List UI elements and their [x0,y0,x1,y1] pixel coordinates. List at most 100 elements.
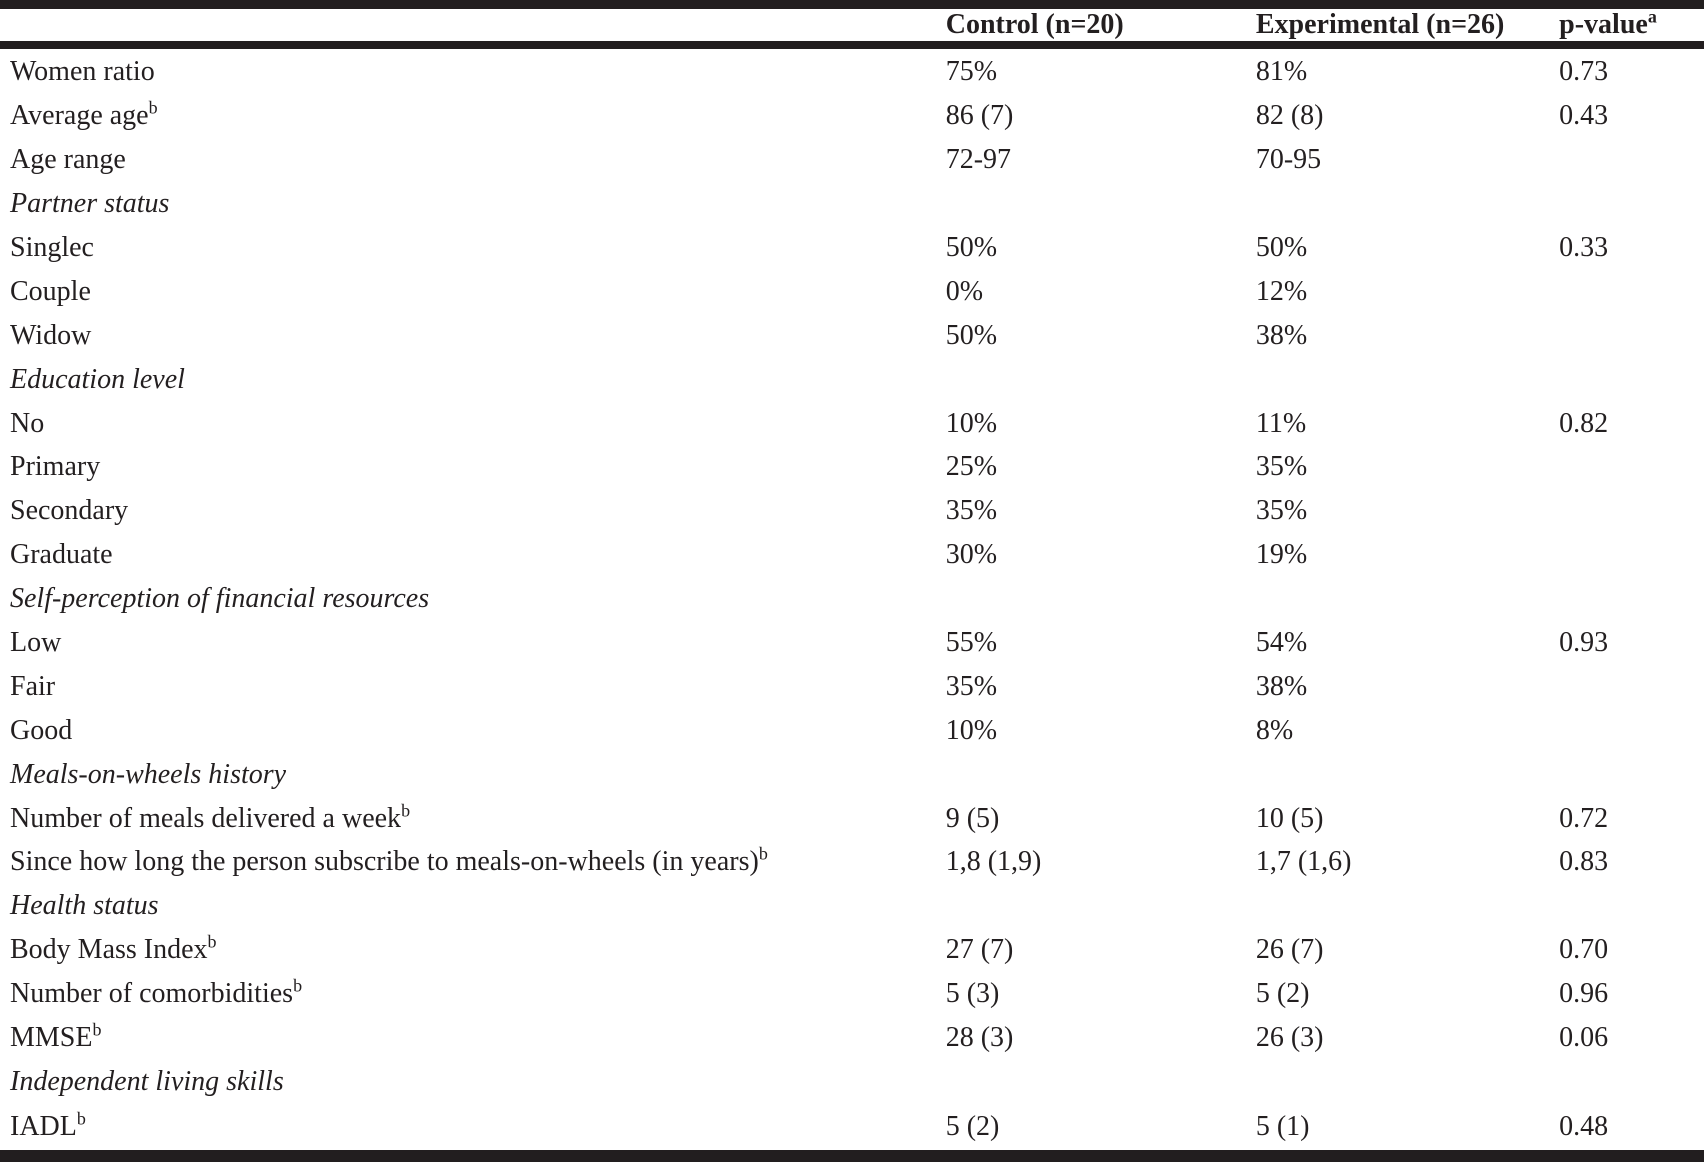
p-value: 0.06 [1559,1022,1609,1054]
control-value [946,577,1256,621]
control-value: 10% [945,714,998,746]
row-label: No [10,407,45,439]
table-row: Number of comorbiditiesb 5 (3) 5 (2) 0.96 [0,972,1704,1016]
control-value: 50% [945,319,998,351]
row-label: Widow [10,319,92,351]
table-row: Body Mass Indexb 27 (7) 26 (7) 0.70 [0,928,1704,972]
experimental-value: 26 (3) [1255,1022,1324,1054]
row-label: Meals-on-wheels history [10,758,287,790]
control-value [946,753,1256,797]
header-empty-cell [0,5,946,46]
footnote-marker-b: b [293,975,303,996]
experimental-value: 70-95 [1255,144,1322,176]
row-label: Good [10,714,73,746]
p-value [1559,270,1704,314]
experimental-value: 11% [1255,407,1307,439]
row-label: Independent living skills [10,1065,284,1097]
table-row: Number of meals delivered a weekb 9 (5) 10… [0,797,1704,841]
control-value [946,1060,1256,1104]
experimental-value: 35% [1255,451,1308,483]
row-label: IADLb [10,1108,86,1142]
section-row: Health status [0,884,1704,928]
control-value: 10% [945,407,998,439]
footnote-marker-b: b [76,1108,86,1129]
p-value [1559,884,1704,928]
p-value [1559,1060,1704,1104]
footnote-marker-b: b [758,844,768,865]
control-value: 35% [945,495,998,527]
p-value: 0.83 [1559,846,1609,878]
table-row: No 10% 11% 0.82 [0,402,1704,446]
experimental-value: 1,7 (1,6) [1255,846,1352,878]
footnote-marker-b: b [207,931,217,952]
row-label: Primary [10,451,101,483]
table-row: Fair 35% 38% [0,665,1704,709]
experimental-value [1256,577,1559,621]
table-row: Graduate 30% 19% [0,533,1704,577]
row-label: MMSEb [10,1019,102,1054]
p-value: 0.43 [1559,100,1609,132]
row-label: Self-perception of financial resources [10,583,430,615]
p-value [1559,533,1704,577]
row-label: Graduate [10,539,113,571]
experimental-value [1256,182,1559,226]
row-label: Age range [10,144,126,176]
control-value: 75% [945,55,998,87]
control-value: 0% [945,275,984,307]
table-row: Age range 72-97 70-95 [0,138,1704,182]
footnote-marker-b: b [148,97,158,118]
experimental-value: 38% [1255,319,1308,351]
experimental-value: 35% [1255,495,1308,527]
p-value [1559,753,1704,797]
p-value [1559,709,1704,753]
experimental-value: 8% [1255,714,1294,746]
experimental-value [1256,1060,1559,1104]
header-p-value: p-valuea [1559,5,1704,46]
table-row: Secondary 35% 35% [0,489,1704,533]
control-value: 55% [945,627,998,658]
control-value: 50% [945,231,998,263]
row-label: Number of meals delivered a weekb [10,800,411,834]
table-row: Low 55% 54% 0.93 [0,621,1704,665]
p-value [1559,446,1704,490]
row-label: Low [10,627,62,658]
table-row: Primary 25% 35% [0,446,1704,490]
control-value: 27 (7) [945,934,1014,966]
experimental-value: 5 (2) [1255,978,1310,1010]
table-row: Singlec 50% 50% 0.33 [0,226,1704,270]
p-value: 0.72 [1559,802,1609,834]
p-value: 0.93 [1559,627,1609,658]
header-p-value-text: p-value [1559,9,1648,40]
p-value [1559,489,1704,533]
p-value: 0.33 [1559,231,1609,263]
row-label: Partner status [10,188,170,220]
control-value: 30% [945,539,998,571]
row-label: Number of comorbiditiesb [10,975,303,1010]
control-value: 72-97 [945,144,1012,176]
control-value: 5 (2) [945,1110,1000,1142]
table-row: Good 10% 8% [0,709,1704,753]
table-row: MMSEb 28 (3) 26 (3) 0.06 [0,1016,1704,1060]
p-value [1559,314,1704,358]
control-value: 5 (3) [945,978,1000,1010]
experimental-value: 5 (1) [1255,1110,1310,1142]
table-row: Widow 50% 38% [0,314,1704,358]
row-label: Since how long the person subscribe to m… [10,844,768,878]
row-label: Fair [10,670,56,702]
header-experimental: Experimental (n=26) [1255,9,1505,40]
p-value [1559,138,1704,182]
p-value: 0.70 [1559,934,1609,966]
control-value: 86 (7) [945,100,1014,132]
experimental-value [1256,358,1559,402]
row-label: Secondary [10,495,129,527]
footnote-marker-b: b [401,800,411,821]
control-value: 25% [945,451,998,483]
p-value: 0.96 [1559,978,1609,1010]
experimental-value: 54% [1255,627,1308,658]
footnote-marker-b: b [92,1019,102,1040]
footnote-marker-a: a [1647,6,1657,27]
experimental-value: 81% [1255,55,1308,87]
row-label: Body Mass Indexb [10,931,217,966]
